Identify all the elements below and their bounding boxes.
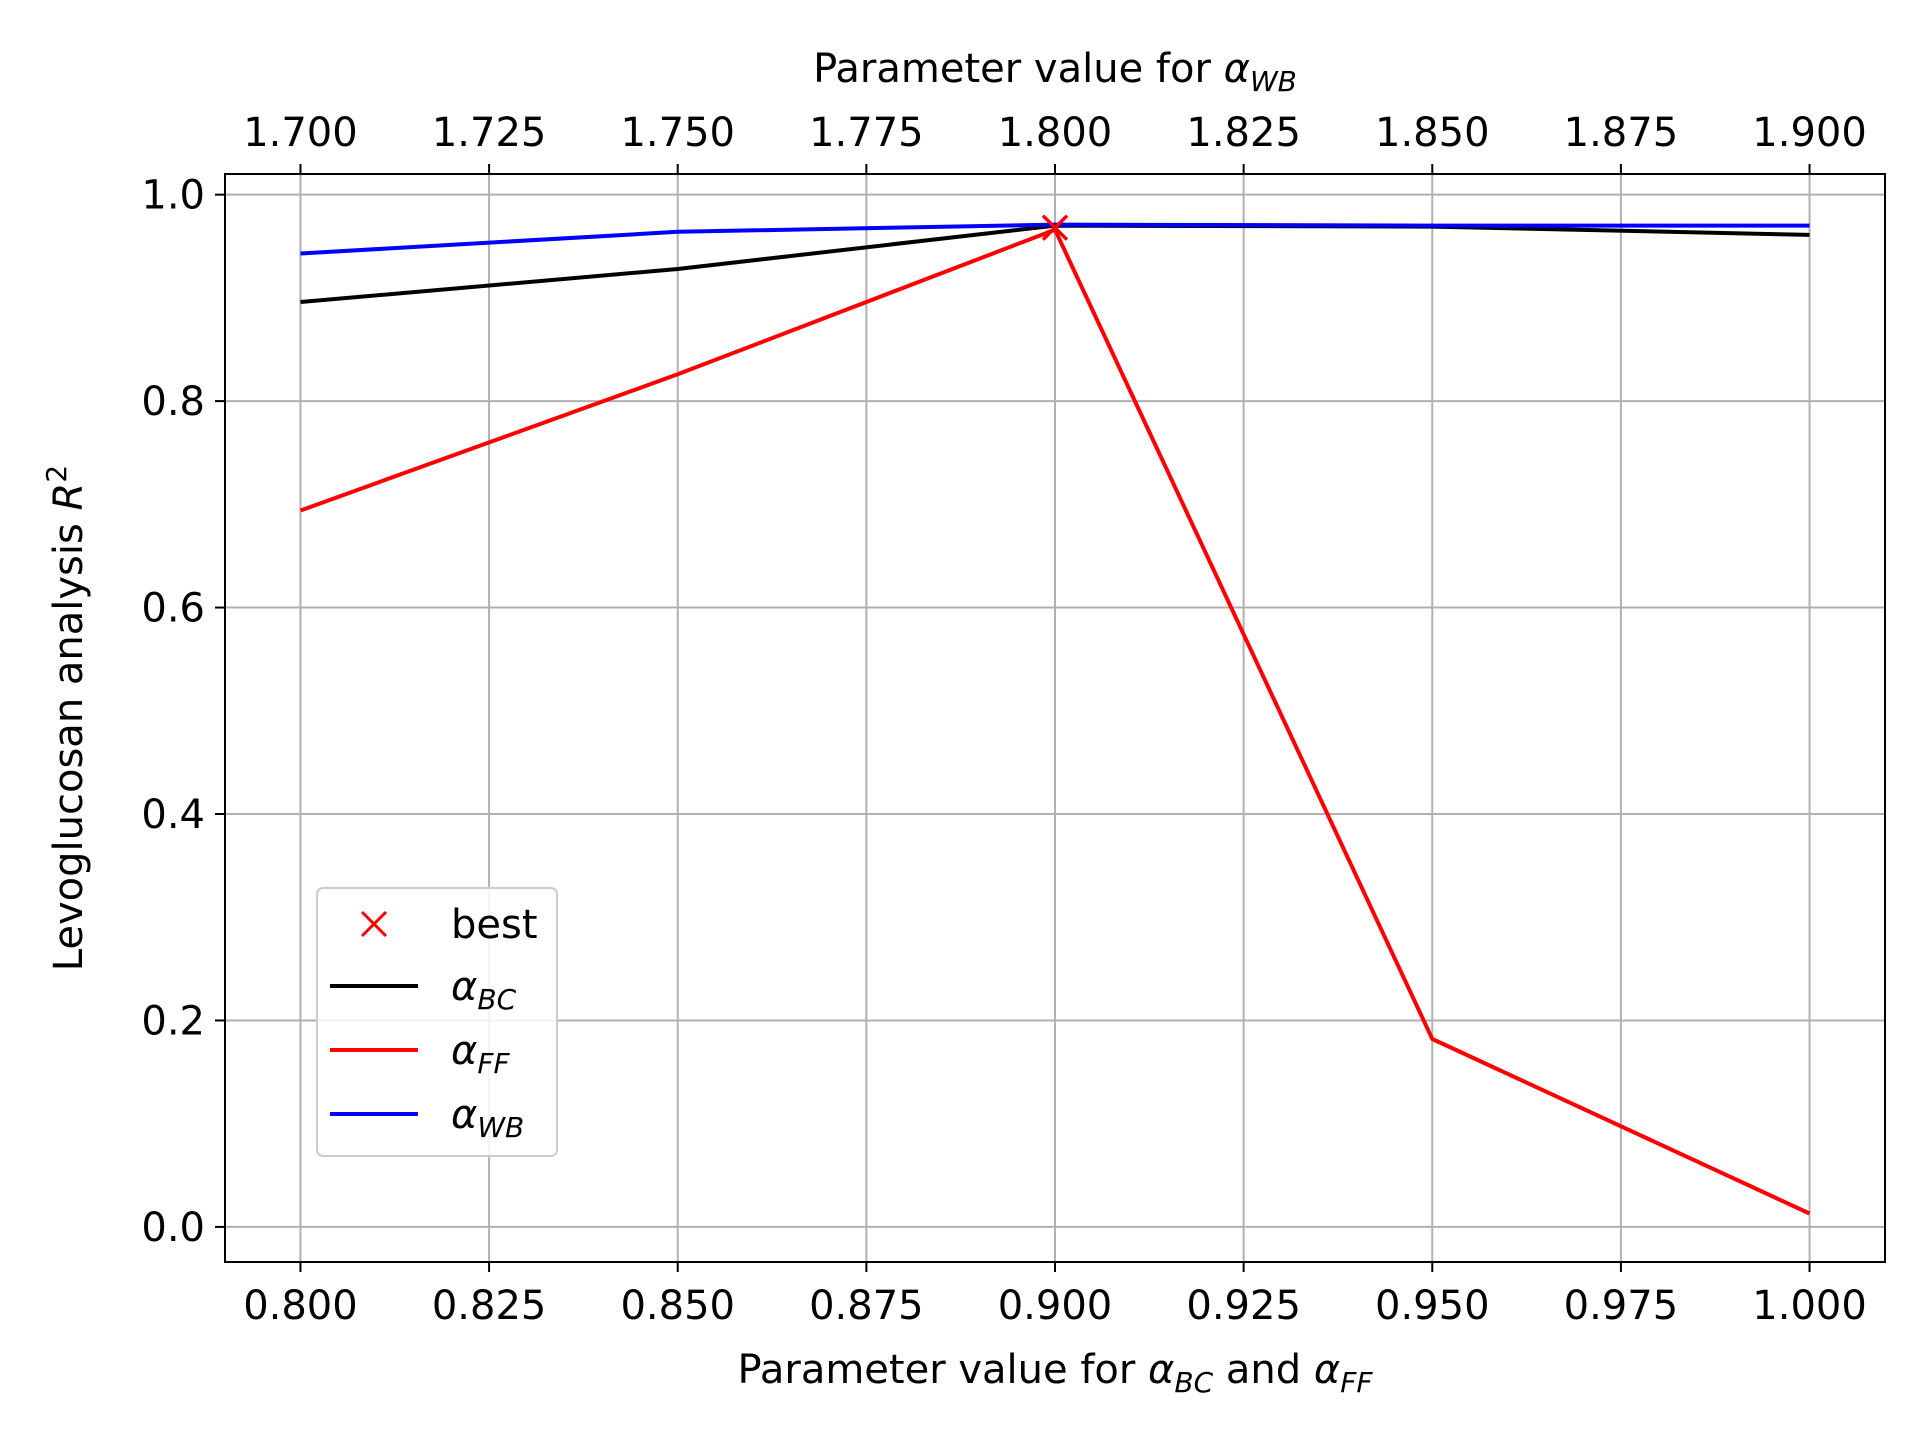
top-x-tick-label: 1.800: [998, 110, 1113, 156]
x-tick-label: 0.825: [432, 1283, 547, 1329]
top-x-axis-label: Parameter value for αWB: [813, 46, 1297, 98]
top-x-tick-label: 1.725: [432, 110, 547, 156]
x-tick-label: 0.950: [1375, 1283, 1490, 1329]
top-x-tick-label: 1.900: [1752, 110, 1867, 156]
top-x-tick-label: 1.875: [1564, 110, 1679, 156]
x-tick-label: 0.925: [1186, 1283, 1301, 1329]
legend-wb-label: αWB: [451, 1092, 524, 1144]
best-marker: [1041, 214, 1069, 241]
y-tick-label: 0.2: [141, 998, 205, 1044]
x-axis-label: Parameter value for αBC and αFF: [738, 1347, 1374, 1399]
y-tick-label: 0.6: [141, 586, 205, 632]
legend-best-marker: [360, 910, 388, 938]
best-markers: [1041, 214, 1069, 241]
top-x-tick-label: 1.850: [1375, 110, 1490, 156]
x-tick-label: 0.975: [1564, 1283, 1679, 1329]
y-tick-label: 0.8: [141, 379, 205, 425]
y-tick-label: 0.0: [141, 1205, 205, 1251]
legend: best αBC αFF αWB: [316, 887, 558, 1157]
legend-entry-ff: αFF: [330, 1028, 510, 1080]
x-tick-label: 0.900: [998, 1283, 1113, 1329]
legend-entry-bc: αBC: [330, 964, 517, 1016]
axis-ticks: 0.800 0.825 0.850 0.875 0.900 0.925 0.950 0.975…: [141, 110, 1866, 1329]
series-line-wb: [300, 222, 1810, 256]
y-tick-label: 1.0: [141, 173, 205, 219]
x-tick-label: 0.850: [620, 1283, 735, 1329]
top-x-tick-label: 1.750: [620, 110, 735, 156]
top-x-tick-label: 1.825: [1186, 110, 1301, 156]
x-tick-label: 0.800: [243, 1283, 358, 1329]
legend-box: [316, 887, 558, 1157]
top-x-tick-label: 1.700: [243, 110, 358, 156]
legend-ff-label: αFF: [451, 1028, 510, 1080]
x-tick-label: 0.875: [809, 1283, 924, 1329]
legend-best-label: best: [451, 902, 538, 948]
legend-bc-label: αBC: [451, 964, 517, 1016]
y-tick-label: 0.4: [141, 792, 205, 838]
x-tick-label: 1.000: [1752, 1283, 1867, 1329]
y-axis-label: Levoglucosan analysis R2: [40, 465, 92, 971]
legend-entry-best: best: [360, 902, 538, 948]
legend-entry-wb: αWB: [330, 1092, 524, 1144]
top-x-tick-label: 1.775: [809, 110, 924, 156]
